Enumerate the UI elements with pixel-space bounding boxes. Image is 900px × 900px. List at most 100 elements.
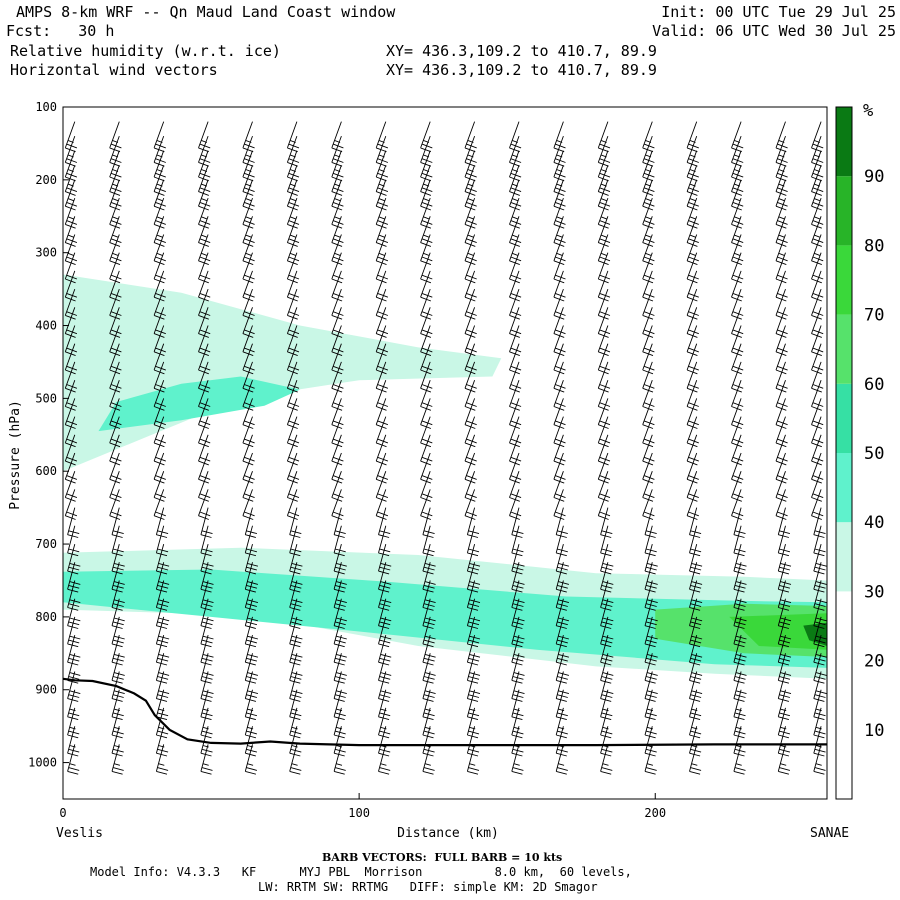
wind-barb-292	[420, 179, 433, 211]
wind-barb-454	[600, 507, 613, 538]
wind-barb-236	[331, 471, 344, 502]
colorbar-label-90: 90	[864, 167, 884, 187]
wind-barb-628	[811, 398, 824, 429]
y-tick-label-500: 500	[35, 391, 57, 405]
wind-barb-168	[244, 543, 259, 575]
wind-barb-244	[333, 616, 347, 648]
wind-barb-608	[777, 689, 791, 721]
wind-barb-449	[597, 416, 611, 448]
wind-barb-344	[464, 471, 477, 502]
wind-barb-400	[553, 179, 566, 211]
wind-barb-185	[286, 197, 300, 229]
wind-barb-473	[642, 197, 655, 229]
wind-barb-43	[109, 234, 122, 266]
wind-barb-277	[378, 562, 392, 593]
wind-barb-407	[553, 307, 566, 338]
wind-barb-606	[777, 653, 792, 684]
wind-barb-83	[153, 307, 166, 338]
wind-barb-482	[642, 361, 655, 393]
wind-barb-123	[198, 380, 211, 411]
wind-barb-630	[811, 434, 824, 466]
wind-barb-334	[464, 288, 477, 320]
wind-barb-55	[109, 452, 122, 484]
wind-barb-623	[811, 307, 824, 338]
wind-barb-480	[642, 325, 655, 357]
wind-barb-116	[198, 252, 211, 284]
wind-barb-216	[331, 121, 344, 153]
wind-barb-571	[733, 671, 747, 702]
wind-barb-489	[642, 489, 655, 520]
wind-barb-446	[597, 361, 611, 393]
wind-barb-316	[422, 616, 436, 648]
wind-barb-392	[511, 689, 524, 721]
wind-barb-373	[509, 343, 522, 375]
wind-barb-602	[777, 580, 792, 611]
model-info-line2: LW: RRTM SW: RRTMG DIFF: simple KM: 2D S…	[258, 880, 598, 894]
wind-barb-639	[813, 598, 827, 629]
wind-barb-455	[600, 525, 613, 557]
wind-barb-436	[597, 179, 611, 211]
wind-barb-37	[109, 135, 122, 167]
wind-barb-13	[64, 343, 78, 375]
wind-barb-395	[511, 744, 524, 775]
wind-barb-574	[733, 726, 746, 757]
wind-barb-365	[509, 197, 522, 229]
wind-barb-146	[242, 150, 255, 182]
wind-barb-564	[733, 543, 747, 575]
wind-barb-99	[155, 598, 170, 629]
wind-barb-398	[553, 150, 566, 182]
wind-barb-566	[733, 580, 747, 611]
wind-barb-215	[289, 744, 302, 775]
wind-barb-468	[642, 121, 655, 153]
wind-barb-340	[464, 398, 477, 429]
wind-barb-423	[555, 598, 570, 629]
wind-barb-403	[553, 234, 566, 266]
wind-barb-490	[644, 507, 657, 538]
wind-barb-14	[64, 361, 78, 393]
wind-barb-567	[733, 598, 747, 629]
field-label-wind: Horizontal wind vectors	[10, 61, 218, 79]
wind-barb-402	[553, 216, 566, 247]
wind-barb-98	[155, 580, 170, 611]
wind-barb-64	[111, 616, 125, 648]
wind-barb-133	[200, 562, 214, 593]
wind-barb-136	[200, 616, 214, 648]
wind-barb-279	[378, 598, 392, 629]
wind-barb-394	[511, 726, 524, 757]
wind-barb-429	[555, 707, 568, 739]
wind-barb-245	[333, 634, 347, 666]
x-tick-label-0: 0	[59, 806, 66, 820]
wind-barb-153	[242, 270, 255, 302]
wind-barb-552	[731, 325, 744, 357]
wind-barb-555	[731, 380, 744, 411]
wind-barb-179	[244, 744, 258, 775]
wind-barb-177	[244, 707, 258, 739]
wind-barb-280	[378, 616, 392, 648]
wind-barb-570	[733, 653, 747, 684]
wind-barb-92	[153, 471, 166, 502]
wind-barb-560	[731, 471, 744, 502]
wind-barb-573	[733, 707, 746, 739]
wind-barb-558	[731, 434, 744, 466]
wind-barb-89	[153, 416, 166, 448]
wind-barb-287	[378, 744, 391, 775]
wind-barb-388	[511, 616, 525, 648]
wind-barb-604	[777, 616, 792, 648]
colorbar-swatch-1	[836, 660, 852, 730]
wind-barb-61	[111, 562, 125, 593]
wind-barb-369	[509, 270, 522, 302]
wind-barb-440	[597, 252, 611, 284]
wind-barb-53	[109, 416, 122, 448]
wind-barb-500	[644, 689, 657, 721]
wind-barb-442	[597, 288, 611, 320]
colorbar-label-40: 40	[864, 513, 884, 533]
wind-barb-416	[553, 471, 566, 502]
wind-barb-157	[242, 343, 255, 375]
wind-barb-308	[420, 471, 433, 502]
wind-barb-65	[111, 634, 125, 666]
wind-barb-377	[509, 416, 522, 448]
colorbar-label-70: 70	[864, 306, 884, 326]
wind-barb-257	[375, 197, 389, 229]
wind-barb-322	[422, 726, 435, 757]
